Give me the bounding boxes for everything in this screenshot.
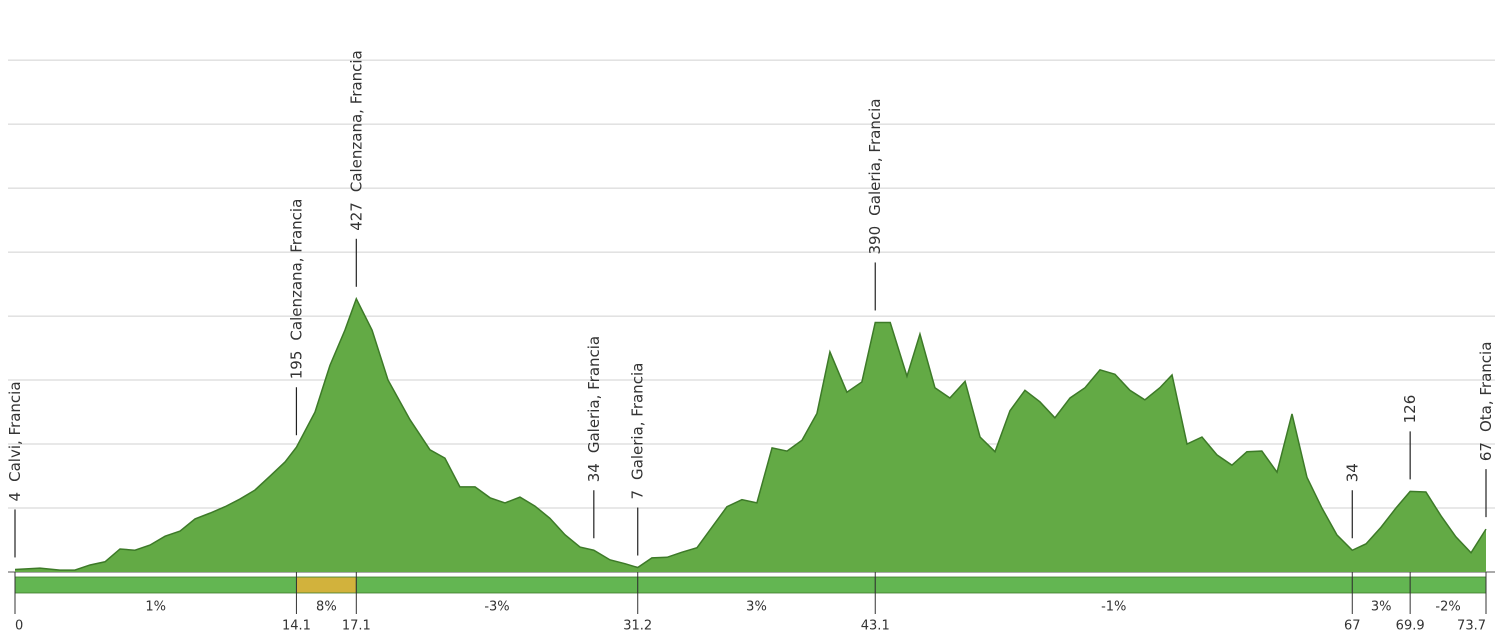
annotation-elevation: 4 xyxy=(6,492,24,502)
gradient-segment xyxy=(14,576,297,594)
annotation-place: Calvi, Francia xyxy=(6,381,24,481)
annotation-elevation: 195 xyxy=(287,351,305,380)
annotation-label: 427 Calenzana, Francia xyxy=(347,50,365,231)
annotation-place: Galeria, Francia xyxy=(628,363,646,480)
annotation-elevation: 67 xyxy=(1477,442,1495,461)
gradient-label: -3% xyxy=(484,600,509,615)
annotation-elevation: 390 xyxy=(866,226,884,255)
annotation-place: Calenzana, Francia xyxy=(287,199,305,341)
x-tick-label: 67 xyxy=(1344,619,1361,634)
annotation-elevation: 427 xyxy=(347,202,365,231)
gradient-segment xyxy=(355,576,639,594)
annotation-elevation: 34 xyxy=(584,463,602,482)
gradient-segment xyxy=(1409,576,1487,594)
gradient-label: 3% xyxy=(1371,600,1392,615)
annotation-label: 67 Ota, Francia xyxy=(1477,342,1495,462)
annotation-place: Ota, Francia xyxy=(1477,342,1495,432)
gradient-segment xyxy=(1351,576,1411,594)
annotation-label: 126 xyxy=(1401,395,1419,424)
annotation-place: Calenzana, Francia xyxy=(347,50,365,192)
x-tick-label: 31.2 xyxy=(623,619,652,634)
gradient-segment xyxy=(637,576,876,594)
elevation-line xyxy=(14,296,1487,571)
annotation-place: Galeria, Francia xyxy=(584,336,602,453)
annotation-label: 390 Galeria, Francia xyxy=(866,99,884,255)
annotation-place: Galeria, Francia xyxy=(866,99,884,216)
gradient-label: 1% xyxy=(145,600,166,615)
x-tick-label: 14.1 xyxy=(282,619,311,634)
annotation-elevation: 7 xyxy=(628,490,646,500)
annotation-elevation: 34 xyxy=(1343,463,1361,482)
gradient-segment xyxy=(874,576,1353,594)
annotation-label: 34 Galeria, Francia xyxy=(584,336,602,482)
x-tick-label: 17.1 xyxy=(342,619,371,634)
x-tick-label: 43.1 xyxy=(861,619,890,634)
gradient-label: -1% xyxy=(1101,600,1126,615)
annotation-label: 195 Calenzana, Francia xyxy=(287,199,305,380)
annotation-label: 34 xyxy=(1343,463,1361,482)
gradient-label: 8% xyxy=(316,600,337,615)
x-tick-label: 69.9 xyxy=(1396,619,1425,634)
annotation-elevation: 126 xyxy=(1401,395,1419,424)
gradient-label: -2% xyxy=(1435,600,1460,615)
annotation-label: 7 Galeria, Francia xyxy=(628,363,646,500)
gradient-segment xyxy=(296,576,357,594)
x-tick-label: 0 xyxy=(15,619,23,634)
gradient-label: 3% xyxy=(746,600,767,615)
x-tick-label: 73.7 xyxy=(1457,619,1486,634)
annotation-label: 4 Calvi, Francia xyxy=(6,381,24,501)
elevation-area xyxy=(15,298,1486,572)
